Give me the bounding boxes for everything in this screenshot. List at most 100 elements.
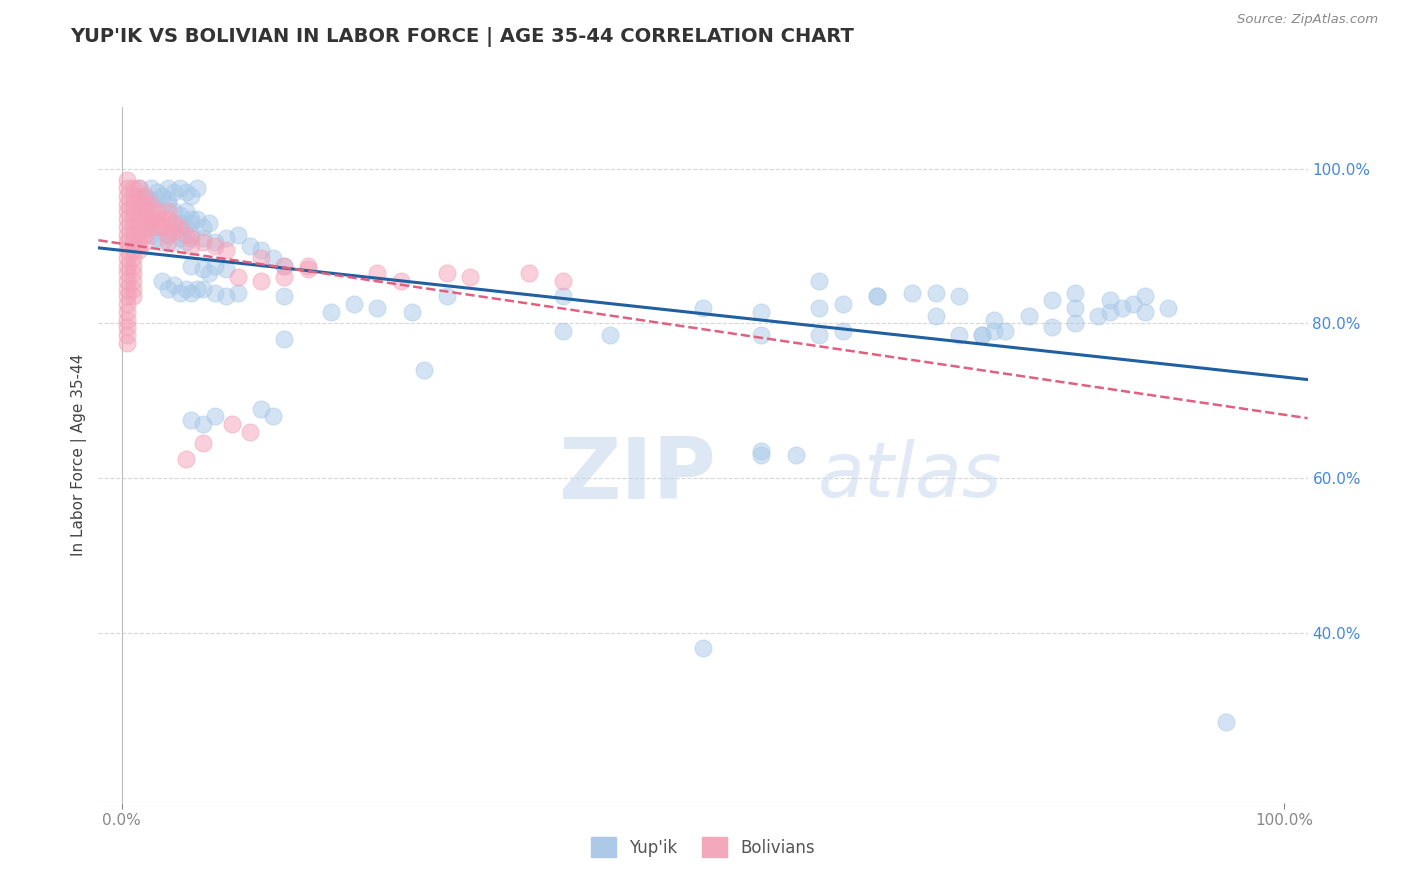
Point xyxy=(145,231,167,245)
Point xyxy=(273,259,295,273)
Point xyxy=(117,219,139,234)
Point xyxy=(117,173,139,187)
Point xyxy=(191,231,214,245)
Point xyxy=(239,239,262,253)
Point xyxy=(553,274,575,288)
Point xyxy=(157,235,180,250)
Point xyxy=(139,204,162,219)
Point xyxy=(122,289,145,303)
Point xyxy=(128,227,150,242)
Text: YUP'IK VS BOLIVIAN IN LABOR FORCE | AGE 35-44 CORRELATION CHART: YUP'IK VS BOLIVIAN IN LABOR FORCE | AGE … xyxy=(70,27,855,46)
Point xyxy=(191,436,214,450)
Point xyxy=(117,196,139,211)
Point xyxy=(157,204,180,219)
Point xyxy=(204,259,226,273)
Point xyxy=(180,227,202,242)
Point xyxy=(157,196,180,211)
Point xyxy=(180,259,202,273)
Point xyxy=(948,328,970,343)
Y-axis label: In Labor Force | Age 35-44: In Labor Force | Age 35-44 xyxy=(72,354,87,556)
Point xyxy=(191,235,214,250)
Point xyxy=(749,448,772,462)
Point xyxy=(749,328,772,343)
Point xyxy=(169,285,191,300)
Point xyxy=(262,409,284,424)
Point xyxy=(139,193,162,207)
Point xyxy=(204,285,226,300)
Point xyxy=(191,219,214,234)
Point xyxy=(174,219,197,234)
Point xyxy=(163,185,186,199)
Point xyxy=(157,181,180,195)
Point xyxy=(1064,301,1087,315)
Point xyxy=(226,285,249,300)
Point xyxy=(1111,301,1133,315)
Point xyxy=(553,324,575,338)
Point xyxy=(180,239,202,253)
Point xyxy=(517,266,540,280)
Point xyxy=(198,266,221,280)
Point xyxy=(180,189,202,203)
Point xyxy=(215,243,238,257)
Point xyxy=(128,189,150,203)
Point xyxy=(134,196,156,211)
Point xyxy=(117,297,139,311)
Point xyxy=(128,219,150,234)
Point xyxy=(122,227,145,242)
Point xyxy=(145,193,167,207)
Point xyxy=(117,181,139,195)
Point xyxy=(139,219,162,234)
Point xyxy=(169,216,191,230)
Point xyxy=(808,301,831,315)
Point xyxy=(692,301,714,315)
Point xyxy=(117,289,139,303)
Point xyxy=(204,235,226,250)
Point xyxy=(117,204,139,219)
Text: ZIP: ZIP xyxy=(558,434,716,517)
Point xyxy=(122,204,145,219)
Point xyxy=(297,259,319,273)
Point xyxy=(262,251,284,265)
Point xyxy=(128,181,150,195)
Point xyxy=(1122,297,1144,311)
Point xyxy=(1133,289,1156,303)
Point xyxy=(117,320,139,334)
Point xyxy=(163,204,186,219)
Point xyxy=(122,219,145,234)
Point xyxy=(122,251,145,265)
Text: Source: ZipAtlas.com: Source: ZipAtlas.com xyxy=(1237,13,1378,27)
Point xyxy=(128,235,150,250)
Point xyxy=(134,204,156,219)
Point xyxy=(215,231,238,245)
Point xyxy=(191,262,214,277)
Legend: Yup'ik, Bolivians: Yup'ik, Bolivians xyxy=(583,830,823,864)
Point xyxy=(215,289,238,303)
Point xyxy=(169,181,191,195)
Point xyxy=(157,227,180,242)
Point xyxy=(250,243,273,257)
Point xyxy=(134,189,156,203)
Point xyxy=(117,282,139,296)
Point xyxy=(226,227,249,242)
Point xyxy=(186,212,208,227)
Point xyxy=(273,270,295,285)
Point xyxy=(366,266,388,280)
Point xyxy=(1040,293,1063,308)
Point xyxy=(122,196,145,211)
Point xyxy=(128,196,150,211)
Point xyxy=(250,274,273,288)
Point xyxy=(389,274,412,288)
Point xyxy=(139,196,162,211)
Point xyxy=(1040,320,1063,334)
Point xyxy=(134,227,156,242)
Point xyxy=(250,251,273,265)
Point xyxy=(145,204,167,219)
Point xyxy=(983,312,1005,326)
Point xyxy=(117,259,139,273)
Point xyxy=(866,289,889,303)
Point xyxy=(150,235,173,250)
Point xyxy=(157,227,180,242)
Point xyxy=(180,285,202,300)
Point xyxy=(134,235,156,250)
Point xyxy=(117,266,139,280)
